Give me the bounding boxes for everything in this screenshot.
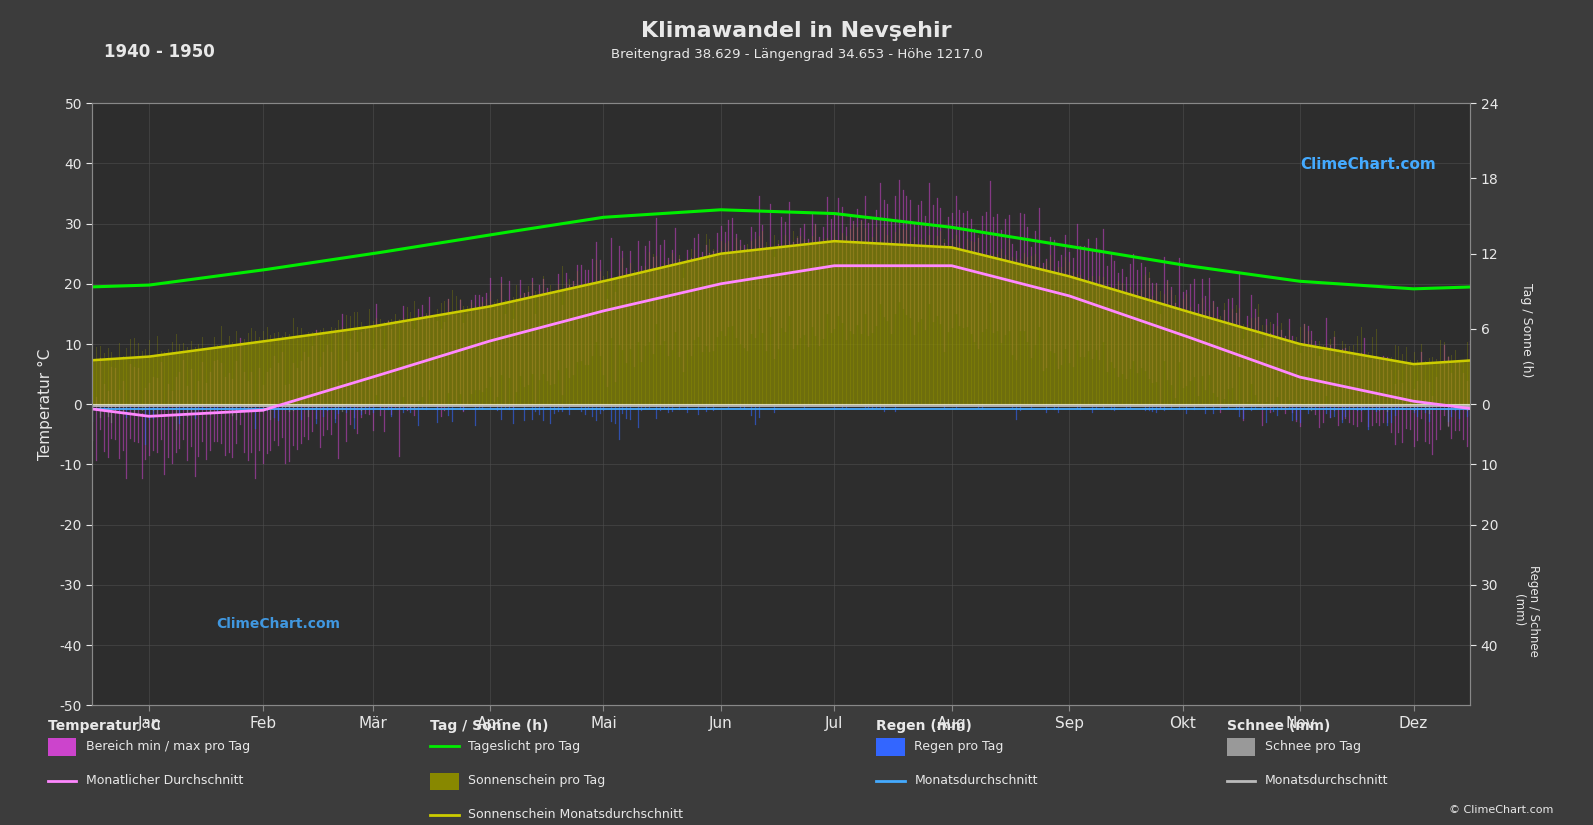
Text: Temperatur °C: Temperatur °C bbox=[48, 719, 161, 733]
Text: Monatsdurchschnitt: Monatsdurchschnitt bbox=[914, 774, 1039, 787]
Text: Bereich min / max pro Tag: Bereich min / max pro Tag bbox=[86, 740, 250, 753]
Text: Regen (mm): Regen (mm) bbox=[876, 719, 972, 733]
Text: ClimeChart.com: ClimeChart.com bbox=[1300, 158, 1435, 172]
Text: Sonnenschein Monatsdurchschnitt: Sonnenschein Monatsdurchschnitt bbox=[468, 808, 683, 821]
Bar bbox=[1227, 738, 1255, 756]
Text: Tag / Sonne (h): Tag / Sonne (h) bbox=[1520, 283, 1532, 377]
Text: Schnee pro Tag: Schnee pro Tag bbox=[1265, 740, 1360, 753]
Text: Regen pro Tag: Regen pro Tag bbox=[914, 740, 1004, 753]
Text: Tageslicht pro Tag: Tageslicht pro Tag bbox=[468, 740, 580, 753]
Text: Breitengrad 38.629 - Längengrad 34.653 - Höhe 1217.0: Breitengrad 38.629 - Längengrad 34.653 -… bbox=[610, 48, 983, 61]
Bar bbox=[430, 773, 459, 790]
Text: Tag / Sonne (h): Tag / Sonne (h) bbox=[430, 719, 548, 733]
Text: © ClimeChart.com: © ClimeChart.com bbox=[1448, 805, 1553, 815]
Text: 1940 - 1950: 1940 - 1950 bbox=[104, 43, 215, 61]
Text: ClimeChart.com: ClimeChart.com bbox=[217, 617, 341, 631]
Text: Monatlicher Durchschnitt: Monatlicher Durchschnitt bbox=[86, 774, 244, 787]
Text: Monatsdurchschnitt: Monatsdurchschnitt bbox=[1265, 774, 1389, 787]
Y-axis label: Temperatur °C: Temperatur °C bbox=[38, 348, 53, 460]
Text: Sonnenschein pro Tag: Sonnenschein pro Tag bbox=[468, 774, 605, 787]
Text: Klimawandel in Nevşehir: Klimawandel in Nevşehir bbox=[642, 21, 951, 40]
Text: Schnee (mm): Schnee (mm) bbox=[1227, 719, 1330, 733]
Text: Regen / Schnee
(mm): Regen / Schnee (mm) bbox=[1512, 564, 1540, 657]
Bar bbox=[876, 738, 905, 756]
Bar bbox=[48, 738, 76, 756]
